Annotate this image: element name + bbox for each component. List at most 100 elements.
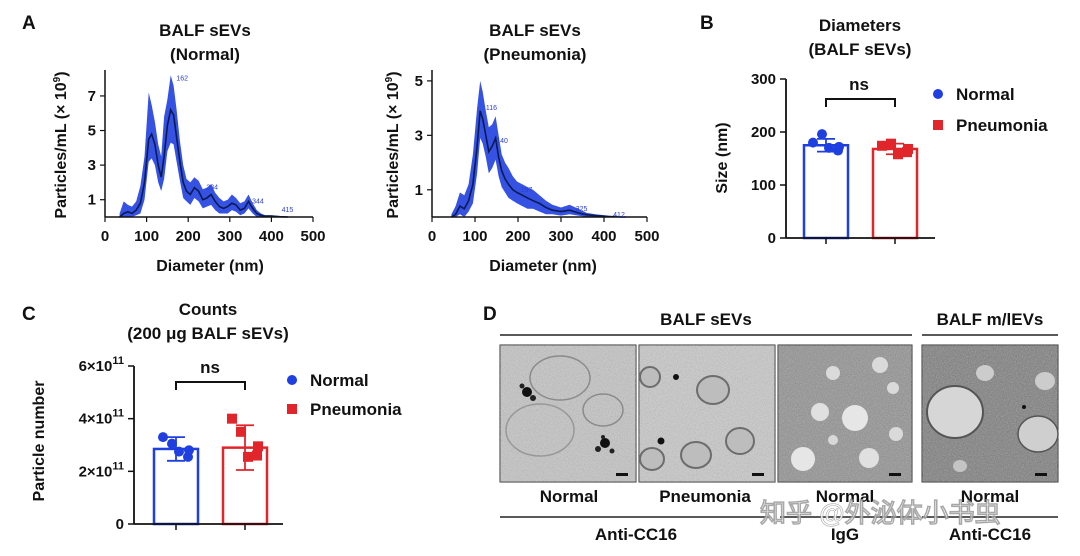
legend-normal-label: Normal bbox=[956, 85, 1015, 104]
nta-pneumonia-y-tick-label: 1 bbox=[415, 182, 423, 199]
counts-y-tick-label: 4×1011 bbox=[79, 408, 124, 428]
counts-pneumonia-point bbox=[252, 450, 262, 461]
diameter-normal-bar bbox=[802, 144, 850, 240]
counts-normal-point bbox=[158, 432, 168, 443]
group-label-igg: IgG bbox=[831, 525, 859, 544]
nta-normal-title-1: BALF sEVs bbox=[159, 21, 251, 40]
nta-normal-y-tick-label: 1 bbox=[88, 192, 96, 209]
diameter-normal-point bbox=[834, 141, 844, 152]
legend-pneumonia-label: Pneumonia bbox=[310, 400, 402, 419]
tem-caption-1: Normal bbox=[540, 487, 599, 506]
panel-label-d: D bbox=[483, 304, 497, 325]
nta-pneumonia-peak-label: 116 bbox=[486, 105, 497, 112]
diameter-pneumonia-bar bbox=[871, 147, 919, 240]
tem-header-mlevs: BALF m/lEVs bbox=[937, 310, 1044, 329]
diameter-y-tick-label: 100 bbox=[751, 177, 776, 194]
diameter-title-2: (BALF sEVs) bbox=[809, 40, 912, 59]
nta-normal-y-tick-label: 7 bbox=[88, 88, 96, 105]
tem-image-normal-cc16 bbox=[499, 344, 637, 483]
nta-pneumonia-title-1: BALF sEVs bbox=[489, 21, 581, 40]
counts-y-tick-label: 0 bbox=[116, 516, 124, 533]
group-label-cc16-b: Anti-CC16 bbox=[949, 525, 1031, 544]
nta-pneumonia-x-tick-label: 300 bbox=[548, 228, 573, 245]
counts-normal-point bbox=[184, 445, 194, 456]
nta-normal-peak-label: 344 bbox=[252, 198, 264, 205]
nta-normal-x-tick-label: 0 bbox=[101, 228, 109, 245]
nta-normal-peak-label: 415 bbox=[282, 207, 294, 214]
nta-pneumonia-mean-line bbox=[450, 110, 626, 218]
nta-normal-x-tick-label: 400 bbox=[259, 228, 284, 245]
diameter-legend: Normal Pneumonia bbox=[933, 85, 1048, 135]
tem-header-sevs: BALF sEVs bbox=[660, 310, 752, 329]
nta-pneumonia-error-band bbox=[451, 80, 626, 218]
watermark: 知乎 @外泌体小书虫 bbox=[760, 498, 1001, 528]
counts-normal-point bbox=[174, 446, 184, 457]
tem-image-normal-mlevs bbox=[921, 344, 1059, 483]
legend-pneumonia-label: Pneumonia bbox=[956, 116, 1048, 135]
counts-ylabel: Particle number bbox=[31, 381, 48, 502]
nta-normal-error-band bbox=[119, 75, 288, 217]
nta-pneumonia-peak-label: 140 bbox=[496, 138, 508, 145]
counts-pneumonia-point bbox=[243, 451, 253, 462]
nta-normal-xlabel: Diameter (nm) bbox=[156, 258, 264, 275]
tem-caption-3: Normal bbox=[816, 487, 875, 506]
nta-pneumonia-peak-label: 412 bbox=[613, 212, 625, 219]
nta-normal-x-tick-label: 100 bbox=[134, 228, 159, 245]
tem-caption-4: Normal bbox=[961, 487, 1020, 506]
counts-bar-chart: Counts (200 μg BALF sEVs) Particle numbe… bbox=[31, 300, 402, 533]
counts-title-1: Counts bbox=[179, 300, 238, 319]
tem-image-normal-igg bbox=[777, 344, 913, 483]
counts-legend: Normal Pneumonia bbox=[287, 371, 402, 419]
nta-pneumonia-peak-label: 197 bbox=[521, 187, 533, 194]
counts-y-tick-label: 6×1011 bbox=[79, 355, 124, 375]
diameter-pneumonia-point bbox=[893, 149, 903, 160]
nta-pneumonia-ylabel: Particles/mL (× 109) bbox=[384, 71, 402, 218]
diameter-significance-bracket bbox=[825, 98, 896, 107]
nta-pneumonia-y-tick-label: 5 bbox=[415, 73, 423, 90]
nta-normal-mean-line bbox=[119, 107, 289, 218]
nta-chart-pneumonia: BALF sEVs (Pneumonia) Particles/mL (× 10… bbox=[384, 21, 660, 275]
diameter-y-tick-label: 300 bbox=[751, 71, 776, 88]
diameter-normal-point bbox=[817, 129, 827, 140]
legend-pneumonia-marker bbox=[287, 404, 297, 414]
nta-pneumonia-xlabel: Diameter (nm) bbox=[489, 258, 597, 275]
nta-pneumonia-peak-label: 325 bbox=[576, 206, 588, 213]
counts-pneumonia-point bbox=[227, 413, 237, 424]
legend-normal-marker bbox=[287, 375, 297, 385]
counts-normal-point bbox=[167, 438, 177, 449]
tem-caption-2: Pneumonia bbox=[659, 487, 751, 506]
nta-normal-x-tick-label: 500 bbox=[300, 228, 325, 245]
nta-pneumonia-y-tick-label: 3 bbox=[415, 127, 423, 144]
diameter-normal-point bbox=[824, 142, 834, 153]
legend-normal-marker bbox=[933, 89, 943, 99]
diameter-pneumonia-point bbox=[903, 143, 913, 154]
diameter-pneumonia-point bbox=[886, 138, 896, 149]
diameter-title-1: Diameters bbox=[819, 16, 901, 35]
nta-normal-ylabel: Particles/mL (× 109) bbox=[52, 71, 70, 218]
tem-panel: BALF sEVs BALF m/lEVs bbox=[499, 310, 1059, 544]
counts-significance-bracket bbox=[175, 381, 246, 390]
legend-pneumonia-marker bbox=[933, 120, 943, 130]
nta-chart-normal: BALF sEVs (Normal) Particles/mL (× 109) … bbox=[52, 21, 326, 275]
nta-pneumonia-x-tick-label: 100 bbox=[462, 228, 487, 245]
nta-pneumonia-title-2: (Pneumonia) bbox=[484, 45, 587, 64]
nta-normal-y-tick-label: 5 bbox=[88, 123, 96, 140]
group-label-cc16-a: Anti-CC16 bbox=[595, 525, 677, 544]
nta-normal-y-tick-label: 3 bbox=[88, 157, 96, 174]
diameter-normal-point bbox=[808, 137, 818, 148]
counts-pneumonia-point bbox=[236, 426, 246, 437]
nta-normal-x-tick-label: 200 bbox=[176, 228, 201, 245]
diameter-y-tick-label: 0 bbox=[768, 230, 776, 247]
diameter-significance: ns bbox=[849, 75, 869, 94]
counts-title-2: (200 μg BALF sEVs) bbox=[127, 324, 289, 343]
nta-pneumonia-x-tick-label: 400 bbox=[591, 228, 616, 245]
counts-y-tick-label: 2×1011 bbox=[79, 460, 124, 480]
diameter-bar-chart: Diameters (BALF sEVs) Size (nm) ns Norma… bbox=[714, 16, 1048, 247]
nta-normal-x-tick-label: 300 bbox=[217, 228, 242, 245]
nta-normal-peak-label: 162 bbox=[176, 76, 188, 83]
panel-label-b: B bbox=[700, 13, 714, 34]
tem-image-pneumonia-cc16 bbox=[638, 344, 776, 483]
panel-label-a: A bbox=[22, 13, 36, 34]
diameter-ylabel: Size (nm) bbox=[714, 122, 731, 193]
